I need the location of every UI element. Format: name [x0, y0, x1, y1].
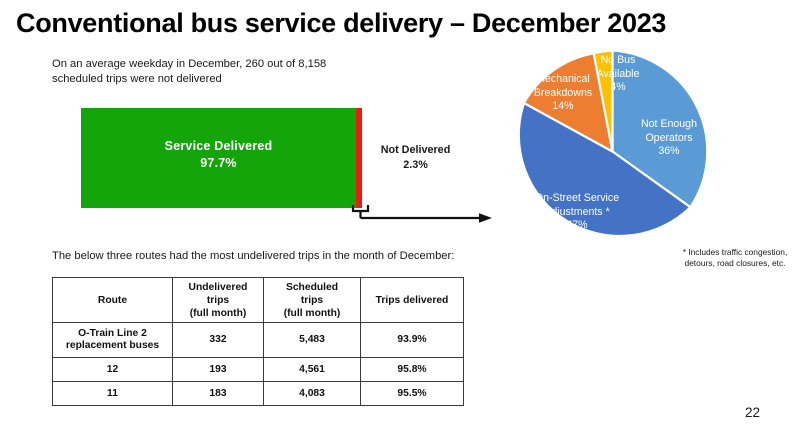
bar-not-delivered-label: Not Delivered 2.3%: [368, 143, 463, 173]
pie-label-on-street-adjustments: On-Street Service Adjustments * 47%: [521, 192, 633, 233]
routes-table: Route Undelivered trips (full month) Sch…: [52, 277, 464, 406]
pie-label-nobus-line1: No Bus: [600, 54, 636, 66]
table-header-undelivered-line1: Undelivered: [188, 281, 248, 293]
table-header-scheduled-trips: Scheduled trips (full month): [263, 277, 361, 323]
table-cell-undelivered: 332: [172, 322, 264, 358]
table-header-undelivered-line2: trips: [206, 294, 230, 306]
bar-not-delivered-title: Not Delivered: [380, 144, 451, 156]
bar-not-delivered-value: 2.3%: [403, 159, 428, 171]
pie-label-mech-pct: 14%: [552, 100, 574, 112]
table-cell-delivered: 95.5%: [360, 381, 464, 406]
table-header-route: Route: [52, 277, 173, 323]
table-cell-delivered: 95.8%: [360, 357, 464, 382]
page-title: Conventional bus service delivery – Dece…: [16, 8, 667, 38]
bar-delivered-label: Service Delivered 97.7%: [81, 138, 356, 172]
pie-label-operators-line1: Not Enough: [641, 118, 697, 130]
pie-label-mech-line1: Mechanical: [536, 73, 590, 85]
bar-delivered-title: Service Delivered: [164, 139, 273, 153]
table-header-scheduled-line2: trips: [300, 294, 324, 306]
service-delivery-bar: Service Delivered 97.7%: [81, 108, 362, 208]
pie-label-operators-line2: Operators: [645, 131, 693, 144]
table-cell-delivered: 93.9%: [360, 322, 464, 358]
pie-label-nobus-line2: Available: [596, 67, 640, 80]
page-number: 22: [745, 405, 761, 420]
pie-svg: [517, 49, 709, 238]
table-cell-route: 11: [52, 381, 173, 406]
table-cell-scheduled: 5,483: [263, 322, 361, 358]
pie-label-onstreet-line1: On-Street Service: [534, 192, 620, 204]
intro-text: On an average weekday in December, 260 o…: [52, 58, 327, 85]
table-header-scheduled-line3: (full month): [283, 307, 341, 319]
bar-delivered-value: 97.7%: [200, 156, 237, 170]
table-cell-route-line1: O-Train Line 2: [78, 327, 147, 339]
table-cell-route-line2: replacement buses: [65, 340, 160, 351]
table-header-trips-delivered: Trips delivered: [360, 277, 464, 323]
bar-segment-not-delivered: [356, 108, 362, 208]
undelivered-reasons-pie-chart: Not Enough Operators 36% On-Street Servi…: [505, 44, 720, 259]
table-header-scheduled-line1: Scheduled: [285, 281, 339, 293]
pie-label-mech-line2: Breakdowns: [533, 86, 593, 99]
table-header-undelivered-line3: (full month): [189, 307, 247, 319]
table-intro-text: The below three routes had the most unde…: [52, 250, 455, 262]
callout-arrow-icon: [351, 205, 492, 223]
pie-label-mechanical-breakdowns: Mechanical Breakdowns 14%: [521, 73, 605, 114]
table-row: 12 193 4,561 95.8%: [52, 357, 464, 382]
table-cell-undelivered: 193: [172, 357, 264, 382]
table-cell-scheduled: 4,561: [263, 357, 361, 382]
table-cell-undelivered: 183: [172, 381, 264, 406]
bar-segment-delivered: [81, 108, 356, 208]
pie-footnote: * Includes traffic congestion, detours, …: [682, 247, 788, 268]
pie-label-not-enough-operators: Not Enough Operators 36%: [623, 118, 715, 159]
pie-label-nobus-pct: 4%: [610, 81, 626, 93]
pie-label-onstreet-pct: 47%: [566, 219, 588, 231]
table-header-row: Route Undelivered trips (full month) Sch…: [52, 277, 464, 323]
table-cell-scheduled: 4,083: [263, 381, 361, 406]
table-row: 11 183 4,083 95.5%: [52, 381, 464, 406]
pie-slice-on-street-service-adjustments: [517, 101, 693, 238]
pie-label-onstreet-line2: Adjustments *: [544, 205, 610, 218]
pie-slice-mechanical-breakdowns: [522, 52, 615, 154]
table-cell-route: O-Train Line 2 replacement buses: [52, 322, 173, 358]
pie-slice-no-bus-available: [592, 49, 614, 152]
routes-table-header: Route Undelivered trips (full month) Sch…: [52, 277, 464, 323]
pie-label-operators-pct: 36%: [658, 145, 680, 157]
routes-table-body: O-Train Line 2 replacement buses 332 5,4…: [52, 322, 464, 406]
table-row: O-Train Line 2 replacement buses 332 5,4…: [52, 322, 464, 358]
pie-label-no-bus-available: No Bus Available 4%: [589, 54, 647, 95]
table-cell-route: 12: [52, 357, 173, 382]
table-header-undelivered-trips: Undelivered trips (full month): [172, 277, 264, 323]
